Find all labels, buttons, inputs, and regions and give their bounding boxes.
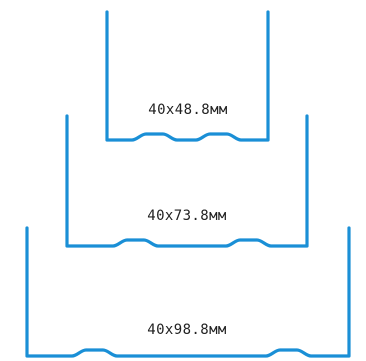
profile-medium-outline	[65, 114, 309, 248]
profile-small: 40x48.8мм	[105, 10, 270, 142]
profile-medium: 40x73.8мм	[65, 114, 309, 248]
profile-large: 40x98.8мм	[25, 226, 351, 358]
profile-large-outline	[25, 226, 351, 358]
profile-small-label: 40x48.8мм	[148, 102, 228, 118]
profile-large-label: 40x98.8мм	[147, 322, 227, 338]
profile-small-outline	[105, 10, 270, 142]
profile-medium-label: 40x73.8мм	[147, 208, 227, 224]
